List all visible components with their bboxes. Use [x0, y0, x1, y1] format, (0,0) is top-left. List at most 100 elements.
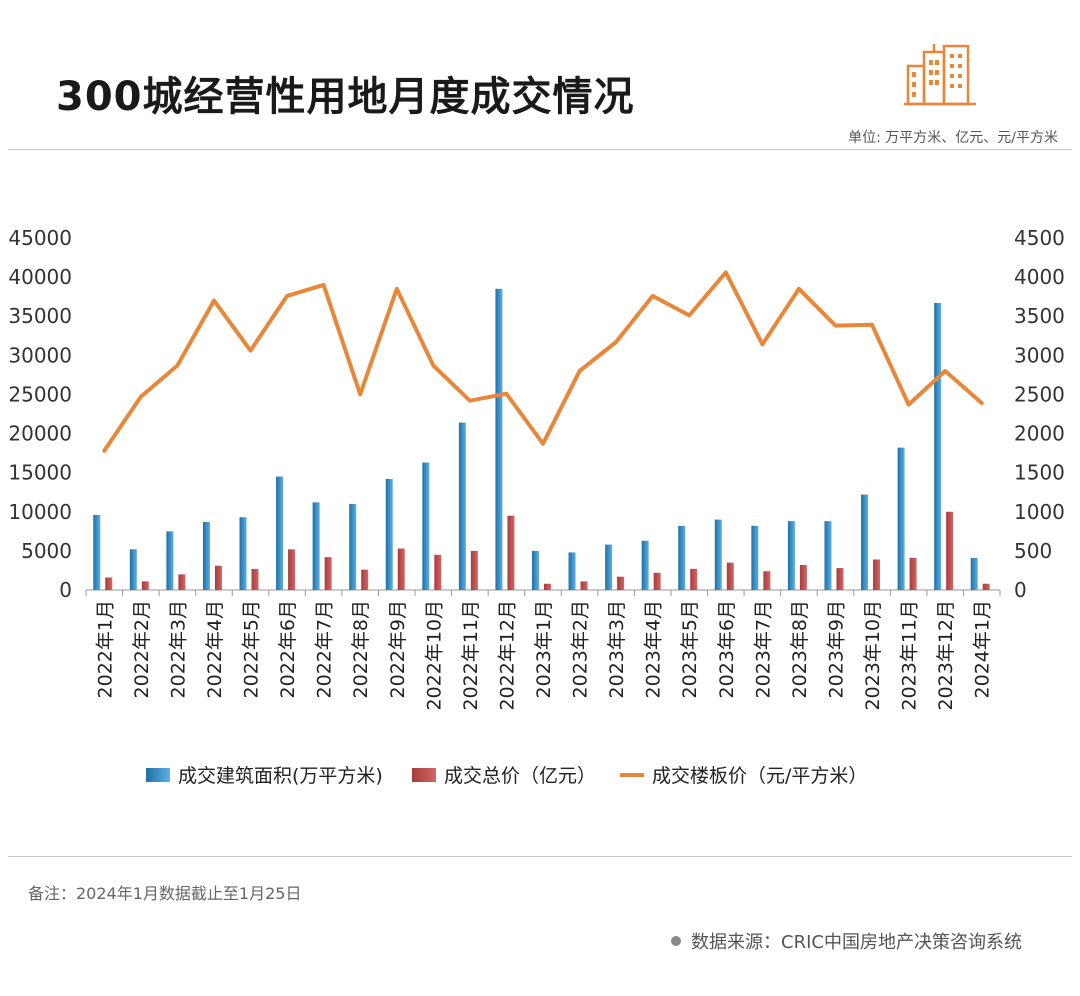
y-left-tick-label: 45000	[8, 226, 72, 250]
bar-total	[946, 511, 954, 590]
x-tick-label: 2022年2月	[131, 600, 153, 698]
bar-total	[873, 559, 881, 590]
y-right-tick-label: 3000	[1014, 343, 1065, 367]
y-left-tick-label: 35000	[8, 304, 72, 328]
bar-area	[458, 422, 466, 590]
bar-area	[312, 502, 320, 590]
legend-label: 成交建筑面积(万平方米)	[178, 765, 383, 787]
x-tick-label: 2023年10月	[862, 600, 884, 711]
footer-divider	[8, 856, 1072, 857]
bar-area	[678, 525, 686, 590]
bar-total	[470, 550, 478, 590]
x-tick-label: 2023年7月	[752, 600, 774, 698]
bar-area	[970, 557, 978, 590]
bar-total	[251, 568, 259, 590]
bar-total	[580, 581, 588, 590]
header-divider	[8, 149, 1072, 150]
bar-total	[653, 572, 661, 590]
bar-area	[861, 494, 869, 590]
y-right-tick-label: 2500	[1014, 382, 1065, 406]
bar-total	[799, 564, 807, 590]
bar-total	[507, 515, 515, 590]
x-tick-label: 2023年1月	[533, 600, 555, 698]
bar-total	[141, 581, 149, 590]
bar-area	[129, 549, 137, 590]
y-right-tick-label: 4500	[1014, 226, 1065, 250]
bar-area	[202, 521, 210, 590]
bar-total	[726, 562, 734, 590]
x-tick-label: 2022年10月	[423, 600, 445, 711]
y-right-tick-label: 2000	[1014, 422, 1065, 446]
bar-area	[385, 478, 393, 590]
bar-total	[214, 565, 222, 590]
bar-total	[178, 574, 186, 590]
bar-area	[787, 521, 795, 590]
y-right-tick-label: 500	[1014, 539, 1052, 563]
bar-total	[324, 557, 332, 590]
y-left-tick-label: 0	[59, 578, 72, 602]
bar-area	[751, 525, 759, 590]
page-title: 300城经营性用地月度成交情况	[56, 74, 635, 120]
y-left-tick-label: 40000	[8, 265, 72, 289]
bar-area	[276, 476, 284, 590]
x-tick-label: 2023年6月	[716, 600, 738, 698]
x-tick-label: 2022年6月	[277, 600, 299, 698]
bar-total	[836, 568, 844, 590]
bar-area	[349, 503, 357, 590]
x-tick-label: 2023年9月	[825, 600, 847, 698]
y-right-tick-label: 3500	[1014, 304, 1065, 328]
legend-label: 成交楼板价（元/平方米）	[652, 765, 867, 787]
bar-area	[93, 514, 101, 590]
x-tick-label: 2023年4月	[643, 600, 665, 698]
y-right-tick-label: 4000	[1014, 265, 1065, 289]
y-left-tick-label: 25000	[8, 382, 72, 406]
y-right-tick-label: 1000	[1014, 500, 1065, 524]
bar-total	[909, 557, 917, 590]
bar-area	[934, 302, 942, 590]
x-tick-label: 2022年5月	[241, 600, 263, 698]
legend-swatch	[146, 768, 170, 782]
footnote: 备注：2024年1月数据截止至1月25日	[28, 884, 302, 903]
bar-area	[605, 544, 613, 590]
bar-area	[422, 462, 430, 590]
x-tick-label: 2022年7月	[314, 600, 336, 698]
y-left-tick-label: 10000	[8, 500, 72, 524]
x-tick-label: 2023年11月	[899, 600, 921, 711]
bar-total	[617, 576, 625, 590]
line-price	[102, 270, 984, 453]
bar-area	[641, 540, 649, 590]
y-right-tick-label: 0	[1014, 578, 1027, 602]
bar-area	[239, 517, 247, 590]
bar-area	[824, 521, 832, 590]
x-tick-label: 2022年4月	[204, 600, 226, 698]
data-source-text: 数据来源：CRIC中国房地产决策咨询系统	[691, 932, 1022, 953]
x-tick-label: 2023年5月	[679, 600, 701, 698]
x-tick-label: 2023年3月	[606, 600, 628, 698]
x-tick-label: 2022年1月	[94, 600, 116, 698]
y-left-tick-label: 20000	[8, 422, 72, 446]
bar-area	[714, 519, 722, 590]
bar-total	[397, 548, 405, 590]
bullet-icon	[671, 936, 682, 946]
y-left-tick-label: 15000	[8, 461, 72, 485]
bar-total	[288, 549, 296, 590]
legend-label: 成交总价（亿元）	[444, 765, 596, 787]
bar-area	[495, 288, 503, 590]
bar-area	[568, 552, 576, 590]
bar-total	[690, 568, 698, 590]
x-tick-label: 2022年8月	[350, 600, 372, 698]
y-left-tick-label: 5000	[21, 539, 72, 563]
city-buildings-icon	[904, 40, 976, 108]
y-left-tick-label: 30000	[8, 343, 72, 367]
bar-total	[105, 577, 113, 590]
x-tick-label: 2023年12月	[935, 600, 957, 711]
bar-total	[544, 583, 551, 590]
x-tick-label: 2022年3月	[167, 600, 189, 698]
x-tick-label: 2022年9月	[387, 600, 409, 698]
x-tick-label: 2022年12月	[496, 600, 518, 711]
bar-total	[763, 571, 771, 590]
x-tick-label: 2023年8月	[789, 600, 811, 698]
legend-swatch	[412, 768, 436, 782]
bar-area	[532, 550, 539, 590]
bar-area	[166, 531, 174, 590]
